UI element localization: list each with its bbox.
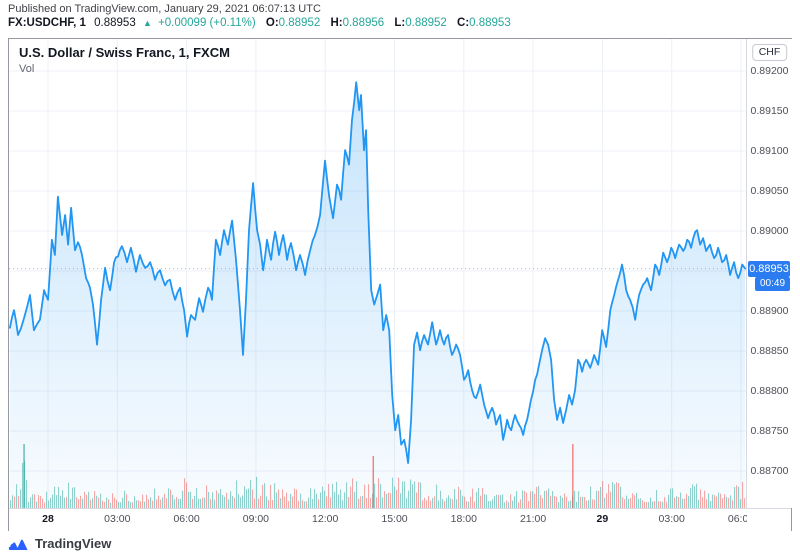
close-label: C:: [457, 17, 470, 29]
tradingview-logo-icon[interactable]: [8, 536, 29, 551]
time-tick-label: 29: [596, 513, 609, 525]
price-tick-label: 0.89100: [750, 145, 789, 157]
time-tick-label: 21:00: [519, 513, 547, 525]
price-tick-label: 0.89200: [750, 65, 789, 77]
price-tick-label: 0.89150: [750, 105, 789, 117]
currency-button[interactable]: CHF: [751, 44, 788, 61]
price-chart-pane[interactable]: U.S. Dollar / Swiss Franc, 1, FXCM Vol: [9, 39, 746, 508]
time-tick-label: 09:00: [242, 513, 270, 525]
time-tick-label: 28: [42, 513, 54, 525]
price-tick-label: 0.88750: [750, 425, 789, 437]
high-label: H:: [330, 17, 343, 29]
ticker-last-price: 0.88953: [94, 17, 136, 29]
time-tick-label: 03:00: [104, 513, 131, 525]
time-axis[interactable]: 28 03:00 06:00 09:00 12:00 15:00 18:00 21:00 29 0…: [9, 508, 791, 531]
price-tick-label: 0.88850: [750, 345, 789, 357]
chart-container: U.S. Dollar / Swiss Franc, 1, FXCM Vol C…: [8, 38, 792, 531]
time-axis-labels: 28 03:00 06:00 09:00 12:00 15:00 18:00 21:00 29 0…: [9, 509, 747, 531]
ticker-line: FX:USDCHF, 1 0.88953 ▲ +0.00099 (+0.11%)…: [8, 17, 511, 29]
time-tick-label: 06:00: [173, 513, 200, 525]
price-tick-label: 0.88900: [750, 305, 789, 317]
tradingview-attribution[interactable]: TradingView: [8, 536, 111, 551]
open-label: O:: [265, 17, 279, 29]
low-value: 0.88952: [405, 17, 447, 29]
open-value: 0.88952: [278, 17, 321, 29]
symbol-name: FX:USDCHF, 1: [8, 17, 86, 29]
time-tick-label: 12:00: [312, 513, 339, 525]
close-value: 0.88953: [469, 17, 511, 29]
time-tick-label: 15:00: [381, 513, 408, 525]
price-tick-label: 0.89000: [750, 225, 789, 237]
up-arrow-icon: ▲: [142, 18, 152, 28]
time-tick-label: 18:00: [450, 513, 477, 525]
price-tick-label: 0.88700: [750, 465, 789, 477]
price-change: +0.00099 (+0.11%): [158, 17, 256, 29]
time-tick-label: 06:00: [727, 513, 747, 525]
low-label: L:: [394, 17, 406, 29]
price-axis[interactable]: CHF 0.88953 00:49 0.89200 0.89150 0.89100 0…: [746, 39, 792, 508]
price-area-chart[interactable]: [9, 39, 746, 508]
bar-countdown-badge: 00:49: [755, 277, 790, 292]
price-tick-label: 0.89050: [750, 185, 789, 197]
time-tick-label: 03:00: [658, 513, 685, 525]
last-price-badge: 0.88953: [748, 260, 790, 277]
high-value: 0.88956: [342, 17, 385, 29]
tradingview-wordmark[interactable]: TradingView: [35, 536, 112, 551]
price-tick-label: 0.88800: [750, 385, 789, 397]
published-line: Published on TradingView.com, January 29…: [8, 3, 321, 15]
